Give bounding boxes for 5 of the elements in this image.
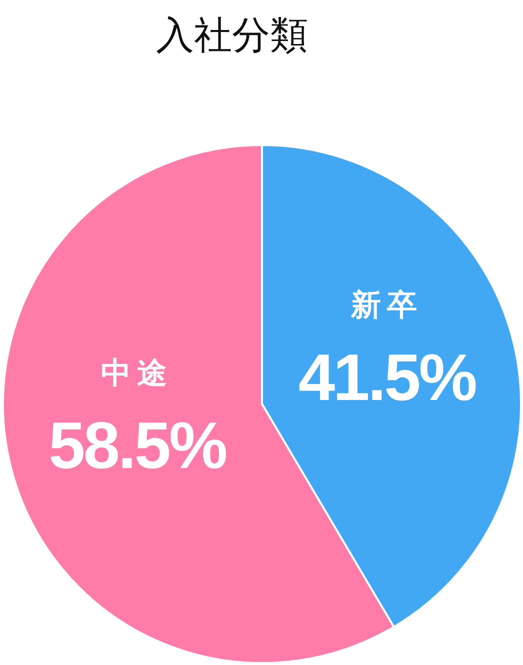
data-label: 41.5% <box>298 340 476 414</box>
chart-title: 入社分類 <box>156 15 308 57</box>
slice-label: 新卒 <box>350 288 423 322</box>
slice-label: 中途 <box>101 357 174 390</box>
data-label: 58.5% <box>48 408 226 482</box>
